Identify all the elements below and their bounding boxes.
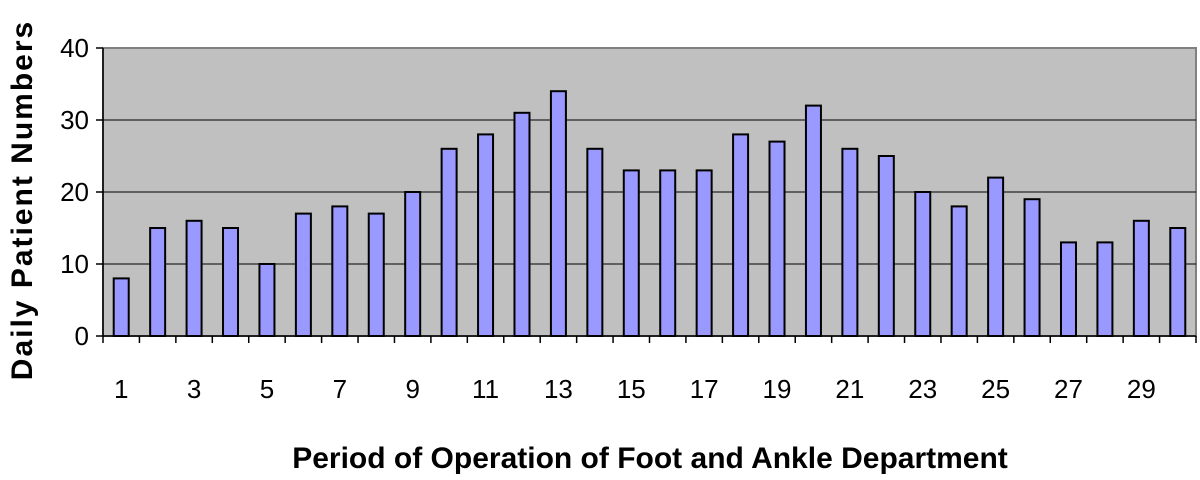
bar [1169, 227, 1187, 337]
bars [112, 90, 1187, 338]
x-tick-label: 23 [908, 374, 937, 404]
bar [549, 90, 567, 337]
bar [112, 277, 130, 337]
bar [1023, 198, 1041, 337]
x-axis-title: Period of Operation of Foot and Ankle De… [292, 442, 1008, 475]
y-tick-label: 20 [60, 177, 89, 207]
x-tick-label: 21 [835, 374, 864, 404]
y-tick-label: 30 [60, 105, 89, 135]
bar [185, 219, 203, 337]
bar [804, 104, 822, 337]
bar [622, 169, 640, 337]
bar [367, 212, 385, 338]
x-tick-label: 5 [260, 374, 274, 404]
bar [987, 176, 1005, 337]
bar [914, 191, 932, 337]
x-tick-label: 19 [763, 374, 792, 404]
bar [1132, 219, 1150, 337]
bar [695, 169, 713, 337]
bar [768, 140, 786, 337]
gridlines [103, 119, 1196, 265]
y-tick-label: 10 [60, 249, 89, 279]
x-tick-label: 7 [333, 374, 347, 404]
bar [331, 205, 349, 337]
x-axis: 1 3 5 7 9 11 13 15 17 19 21 23 25 27 29 [102, 335, 1197, 404]
bar [1096, 241, 1114, 337]
bar [149, 227, 167, 337]
bar [440, 147, 458, 337]
bar [513, 111, 531, 337]
x-tick-label: 17 [690, 374, 719, 404]
bar [222, 227, 240, 337]
y-axis-title: Daily Patient Numbers [6, 20, 39, 380]
y-tick-label: 40 [60, 33, 89, 63]
bar [877, 155, 895, 337]
bar [586, 147, 604, 337]
bar [659, 169, 677, 337]
bar [258, 263, 276, 337]
x-tick-label: 1 [114, 374, 128, 404]
bar [294, 212, 312, 338]
bar [950, 205, 968, 337]
x-tick-label: 9 [405, 374, 419, 404]
x-tick-label: 15 [617, 374, 646, 404]
bar [841, 147, 859, 337]
bar [1059, 241, 1077, 337]
bar [477, 133, 495, 337]
x-tick-label: 25 [981, 374, 1010, 404]
x-tick-label: 13 [544, 374, 573, 404]
x-tick-label: 27 [1054, 374, 1083, 404]
x-tick-label: 3 [187, 374, 201, 404]
y-axis: 0 10 20 30 40 [60, 33, 104, 351]
x-tick-label: 29 [1127, 374, 1156, 404]
bar [732, 133, 750, 337]
x-tick-label: 11 [472, 374, 499, 404]
y-tick-label: 0 [75, 321, 89, 351]
bar [404, 191, 422, 337]
